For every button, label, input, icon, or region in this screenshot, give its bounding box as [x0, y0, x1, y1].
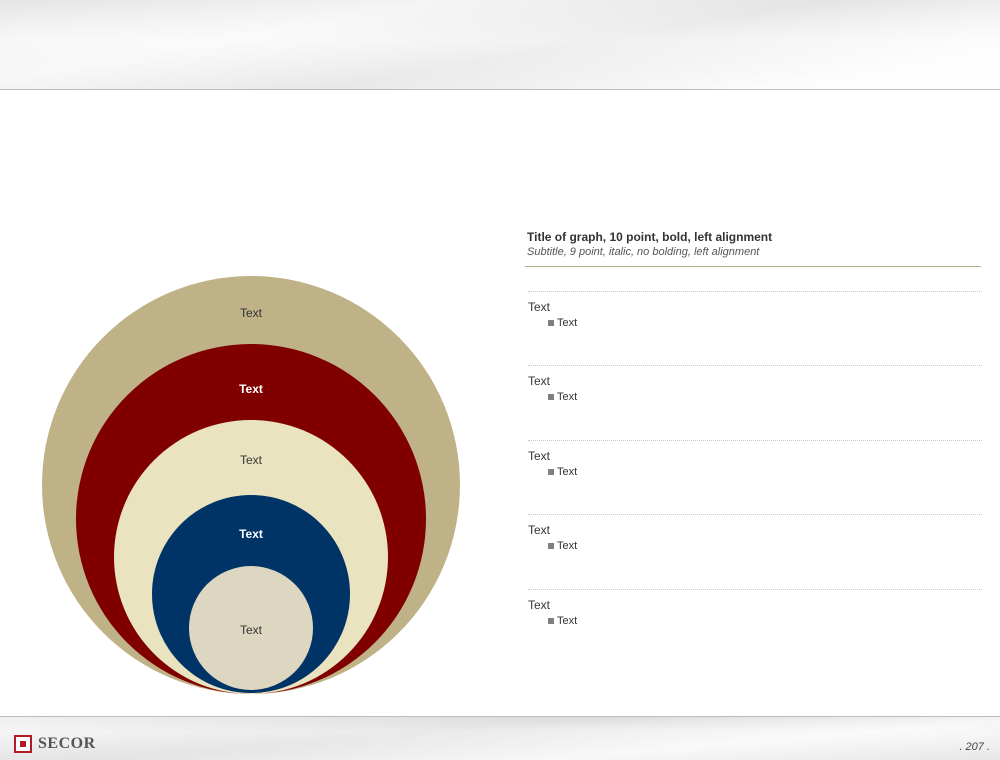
row-bullet-item: Text	[548, 615, 577, 627]
footer-decoration-band	[0, 716, 1000, 760]
third-ring-label: Text	[240, 453, 263, 467]
header-decoration-band	[0, 0, 1000, 90]
row-bullet-text: Text	[557, 540, 578, 552]
row-divider	[528, 514, 982, 515]
row-title: Text	[528, 449, 551, 463]
bullet-square-icon	[548, 543, 554, 549]
graph-subtitle: Subtitle, 9 point, italic, no bolding, l…	[527, 246, 760, 258]
page-number: . 207 .	[959, 741, 990, 753]
row-title: Text	[528, 300, 551, 314]
row-divider	[528, 365, 982, 366]
bullet-square-icon	[548, 469, 554, 475]
logo-text: SECOR	[38, 735, 96, 752]
footer-divider	[0, 716, 1000, 717]
row-title: Text	[528, 598, 551, 612]
bullet-square-icon	[548, 618, 554, 624]
header-divider	[0, 89, 1000, 90]
row-bullet-item: Text	[548, 317, 577, 329]
second-ring-label: Text	[239, 382, 263, 396]
inner-circle	[189, 566, 313, 690]
fourth-ring-label: Text	[239, 527, 263, 541]
graph-title: Title of graph, 10 point, bold, left ali…	[527, 230, 773, 244]
row-bullet-item: Text	[548, 391, 577, 403]
row-bullet-text: Text	[557, 391, 578, 403]
row-divider	[528, 440, 982, 441]
secor-logo: SECOR	[14, 733, 96, 755]
row-bullet-text: Text	[557, 615, 578, 627]
row-bullet-text: Text	[557, 466, 578, 478]
row-divider	[528, 291, 982, 292]
row-bullet-item: Text	[548, 466, 577, 478]
row-title: Text	[528, 523, 551, 537]
inner-circle-label: Text	[240, 623, 263, 637]
row-divider	[528, 589, 982, 590]
outer-ring-label: Text	[240, 306, 263, 320]
bullet-square-icon	[548, 320, 554, 326]
bullet-square-icon	[548, 394, 554, 400]
title-divider	[525, 266, 981, 267]
row-bullet-item: Text	[548, 540, 577, 552]
row-title: Text	[528, 374, 551, 388]
logo-square-icon	[14, 735, 32, 753]
row-bullet-text: Text	[557, 317, 578, 329]
